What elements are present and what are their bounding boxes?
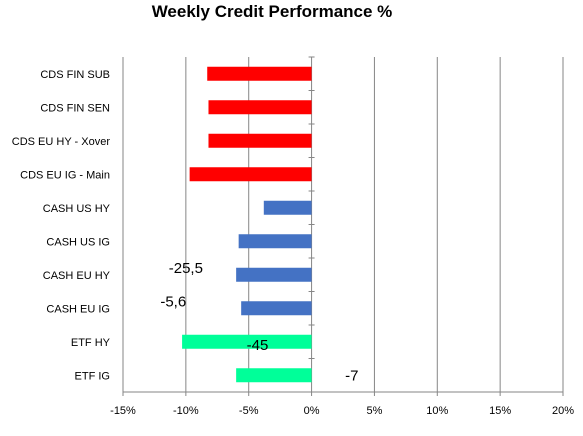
x-tick-label: 5% (366, 405, 382, 417)
x-tick-labels: -15% -10% -5% 0% 5% 10% 15% 20% (110, 405, 574, 417)
annotation-label: -45 (247, 337, 269, 354)
bar (182, 334, 312, 349)
category-labels: CDS FIN SUB CDS FIN SEN CDS EU HY - Xover C… (12, 69, 111, 383)
bar (207, 66, 312, 81)
category-label: CASH EU IG (46, 303, 110, 315)
annotation-label: -25,5 (169, 260, 203, 277)
bar (238, 234, 312, 249)
category-label: CDS EU IG - Main (20, 169, 110, 181)
x-tick-label: 20% (552, 405, 574, 417)
x-tick-label: -5% (239, 405, 259, 417)
category-label: ETF IG (75, 370, 110, 382)
annotation-label: -5,6 (160, 294, 186, 311)
category-label: CDS EU HY - Xover (12, 136, 111, 148)
category-label: CASH US HY (43, 203, 111, 215)
bar (236, 368, 312, 383)
x-tick-label: -10% (173, 405, 199, 417)
x-tick-label: 10% (426, 405, 448, 417)
bar (189, 167, 312, 182)
category-label: CDS FIN SUB (40, 69, 110, 81)
bar (236, 267, 312, 282)
chart-title: Weekly Credit Performance % (152, 2, 393, 21)
bars (182, 66, 312, 383)
category-label: ETF HY (71, 337, 111, 349)
bar (241, 301, 312, 316)
x-tick-label: 0% (304, 405, 320, 417)
x-tick-label: 15% (489, 405, 511, 417)
bar (263, 200, 312, 215)
bar (208, 133, 312, 148)
x-tick-label: -15% (110, 405, 136, 417)
bar (208, 100, 312, 115)
annotations: -25,5 -5,6 -45 -7 (160, 260, 358, 384)
category-label: CASH US IG (46, 236, 110, 248)
annotation-label: -7 (345, 367, 358, 384)
category-label: CDS FIN SEN (40, 102, 110, 114)
category-label: CASH EU HY (43, 270, 111, 282)
